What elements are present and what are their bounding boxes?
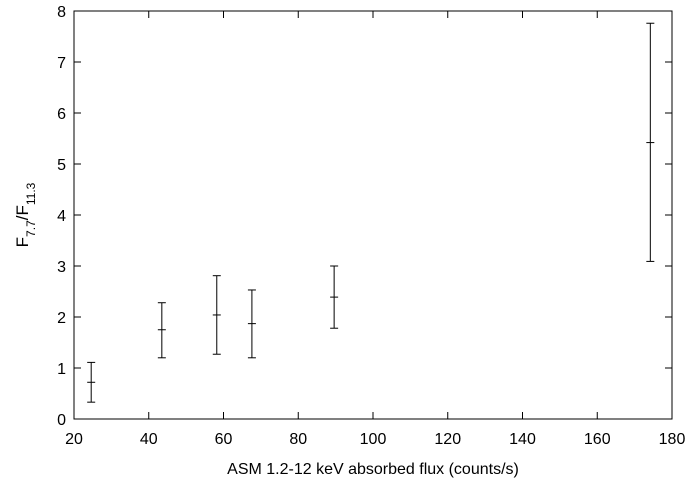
- x-tick-label: 160: [584, 431, 611, 448]
- x-tick-label: 120: [434, 431, 461, 448]
- x-tick-label: 180: [659, 431, 686, 448]
- y-label-sep: /F: [13, 205, 32, 220]
- x-axis-label: ASM 1.2-12 keV absorbed flux (counts/s): [227, 461, 519, 478]
- y-tick-label: 7: [57, 55, 66, 72]
- y-label-base: F: [13, 237, 32, 247]
- data-point: [87, 361, 96, 403]
- y-label-sub2: 11.3: [24, 182, 38, 205]
- y-tick-label: 3: [57, 259, 66, 276]
- y-tick-label: 1: [57, 361, 66, 378]
- y-tick-label: 5: [57, 157, 66, 174]
- plot-area-frame: [73, 10, 673, 420]
- data-point: [212, 275, 221, 355]
- data-point: [157, 302, 166, 359]
- data-point: [646, 22, 655, 262]
- x-tick-label: 20: [65, 431, 83, 448]
- x-tick-label: 60: [215, 431, 233, 448]
- y-tick-label: 4: [57, 208, 66, 225]
- y-tick-label: 0: [57, 412, 66, 429]
- data-points: [87, 22, 655, 403]
- x-tick-label: 40: [140, 431, 158, 448]
- x-tick-label: 100: [360, 431, 387, 448]
- y-axis-label: F7.7/F11.3: [13, 182, 38, 247]
- y-label-sub1: 7.7: [24, 220, 38, 237]
- y-tick-label: 2: [57, 310, 66, 327]
- y-axis-ticks: 0 1 2 3 4 5 6 7 8: [57, 4, 672, 429]
- y-tick-label: 8: [57, 4, 66, 21]
- x-tick-label: 80: [289, 431, 307, 448]
- data-point: [330, 265, 339, 329]
- data-point: [247, 289, 256, 359]
- x-tick-label: 140: [509, 431, 536, 448]
- y-tick-label: 6: [57, 106, 66, 123]
- x-axis-ticks: 20 40 60 80 100 120 140 160 180: [65, 11, 685, 448]
